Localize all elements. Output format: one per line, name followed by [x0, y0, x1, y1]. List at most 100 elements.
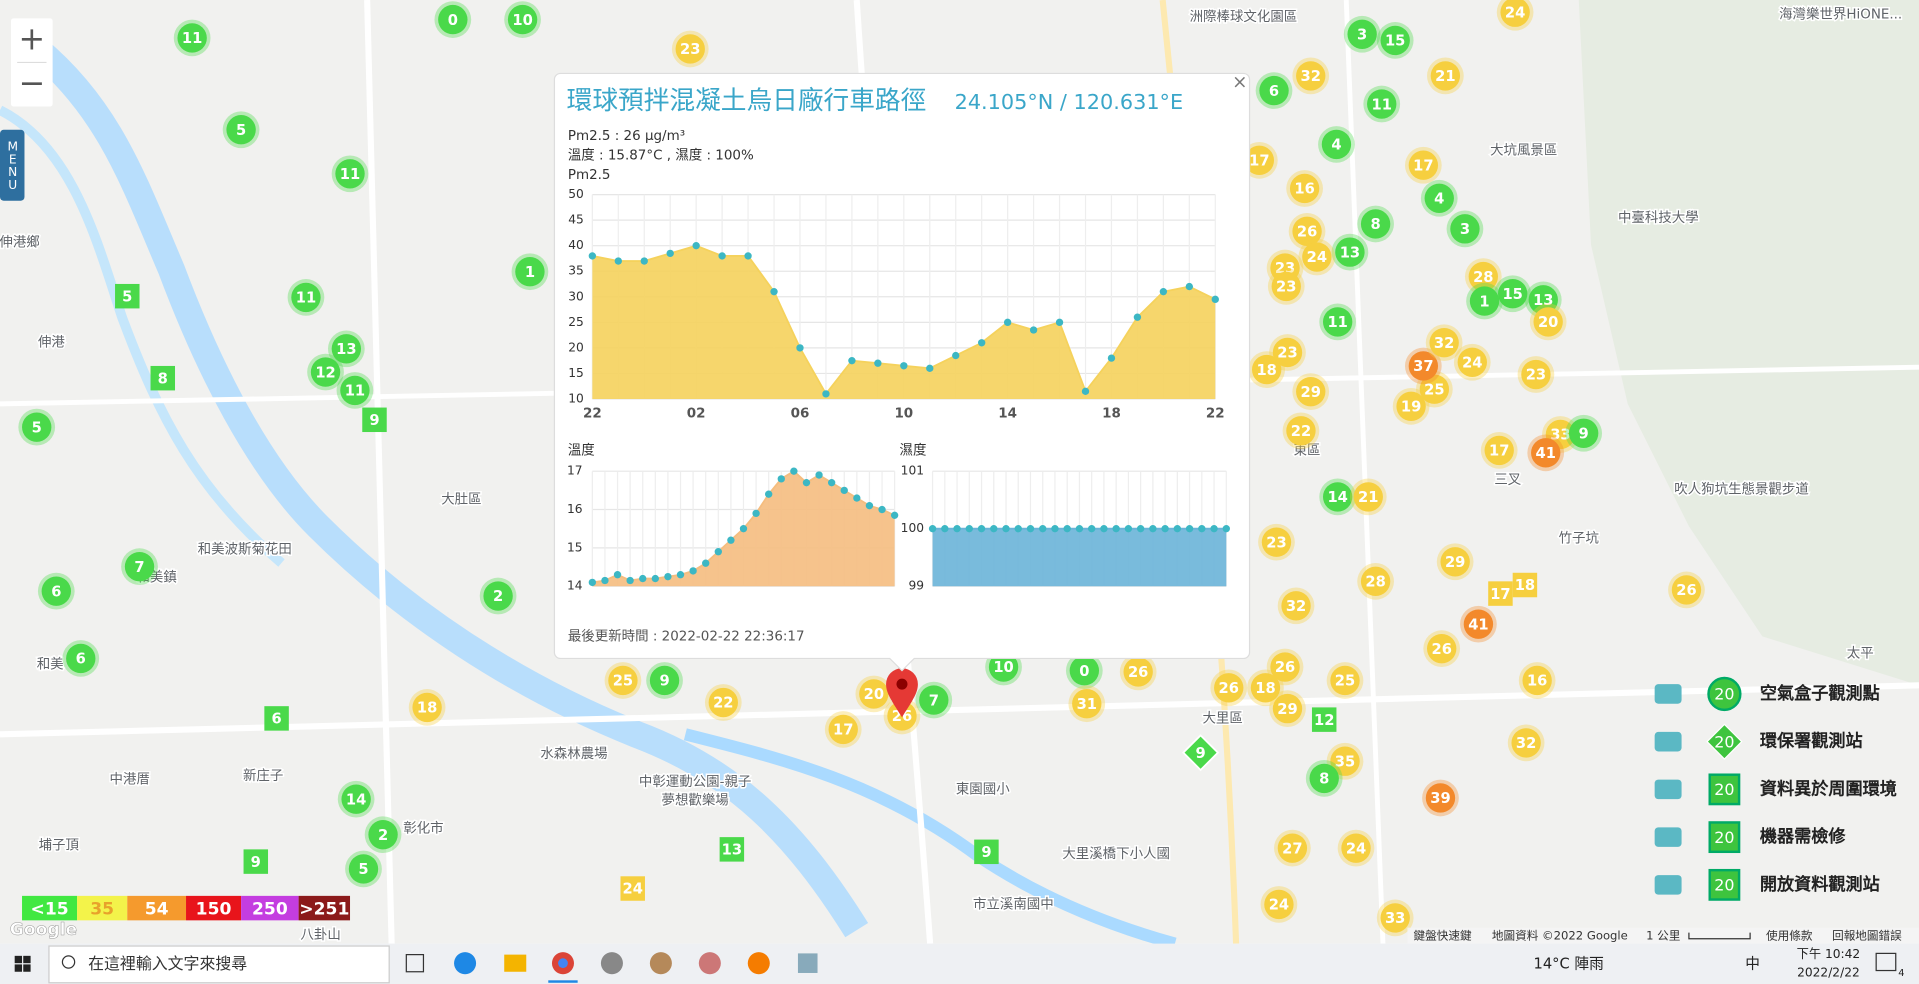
search-box[interactable] — [48, 945, 390, 984]
station-marker[interactable]: 17 — [1480, 432, 1518, 469]
station-marker[interactable]: 24 — [1496, 0, 1534, 31]
station-marker[interactable]: 28 — [1464, 258, 1502, 295]
station-marker[interactable]: 9 — [1181, 734, 1220, 772]
station-marker[interactable]: 8 — [1305, 760, 1343, 797]
station-marker[interactable]: 26 — [1288, 212, 1326, 250]
station-marker[interactable]: 11 — [1319, 303, 1357, 341]
station-marker[interactable]: 9 — [243, 849, 269, 874]
station-marker[interactable]: 13 — [327, 330, 365, 368]
station-marker[interactable]: 1 — [1466, 282, 1503, 320]
menu-label[interactable]: MENU — [6, 140, 20, 191]
station-marker[interactable]: 16 — [1286, 170, 1323, 207]
station-marker[interactable]: 22 — [1282, 412, 1320, 450]
clock-time[interactable]: 下午 10:42 — [1797, 947, 1861, 961]
station-marker[interactable]: 4 — [1318, 126, 1355, 163]
station-marker[interactable]: 5 — [18, 408, 56, 446]
station-marker[interactable]: 6 — [1255, 72, 1293, 109]
station-marker[interactable]: 26 — [1668, 571, 1705, 609]
clock-date[interactable]: 2022/2/22 — [1797, 965, 1860, 979]
station-marker[interactable]: 23 — [1269, 334, 1306, 371]
footer-link[interactable]: 1 公里 — [1646, 929, 1680, 943]
station-marker[interactable]: 39 — [1422, 779, 1459, 817]
station-marker[interactable]: 24 — [1260, 886, 1298, 923]
station-marker[interactable]: 12 — [307, 353, 344, 391]
zoom-out[interactable]: − — [18, 63, 45, 101]
station-marker[interactable]: 12 — [1311, 707, 1337, 732]
station-marker[interactable]: 5 — [115, 283, 140, 309]
station-marker[interactable]: 15 — [1376, 22, 1414, 59]
station-marker[interactable]: 21 — [1349, 478, 1387, 516]
station-marker[interactable]: 23 — [1517, 356, 1555, 393]
zoom-in[interactable]: + — [18, 19, 45, 57]
station-marker[interactable]: 20 — [855, 675, 893, 713]
station-marker[interactable]: 10 — [504, 1, 541, 38]
station-marker[interactable]: 24 — [1453, 343, 1491, 381]
station-marker[interactable]: 32 — [1292, 57, 1330, 95]
station-marker[interactable]: 9 — [1565, 414, 1603, 452]
footer-link[interactable]: 鍵盤快速鍵 — [1414, 929, 1472, 943]
station-marker[interactable]: 18 — [1512, 572, 1538, 598]
station-marker[interactable]: 3 — [1446, 210, 1484, 248]
station-marker[interactable]: 11 — [1363, 85, 1401, 123]
station-marker[interactable]: 37 — [1404, 347, 1442, 385]
start-button[interactable] — [14, 955, 31, 972]
station-marker[interactable]: 7 — [915, 681, 953, 719]
station-marker[interactable]: 14 — [1319, 478, 1357, 516]
station-marker[interactable]: 9 — [362, 407, 387, 433]
station-marker[interactable]: 23 — [671, 30, 709, 68]
station-marker[interactable]: 27 — [1274, 829, 1311, 867]
station-marker[interactable]: 8 — [1357, 205, 1394, 243]
station-marker[interactable]: 11 — [336, 372, 374, 409]
menu-button[interactable]: MENU — [0, 129, 25, 201]
station-marker[interactable]: 6 — [264, 706, 289, 731]
station-marker[interactable]: 18 — [1248, 351, 1286, 388]
station-marker[interactable]: 18 — [1247, 669, 1284, 707]
ime[interactable]: 中 — [1745, 955, 1760, 972]
station-marker[interactable]: 23 — [1258, 523, 1295, 561]
station-marker[interactable]: 25 — [604, 662, 642, 699]
station-marker[interactable]: 3 — [1343, 15, 1381, 53]
station-marker[interactable]: 26 — [1119, 653, 1157, 691]
station-marker[interactable]: 13 — [1331, 233, 1369, 271]
station-marker[interactable]: 24 — [620, 876, 645, 901]
station-marker[interactable]: 4 — [1420, 179, 1458, 217]
station-marker[interactable]: 0 — [1065, 652, 1103, 690]
station-marker[interactable]: 24 — [1337, 829, 1375, 867]
station-marker[interactable]: 25 — [1326, 662, 1364, 699]
station-marker[interactable]: 26 — [1266, 648, 1304, 686]
station-marker[interactable]: 32 — [1425, 324, 1463, 362]
station-marker[interactable]: 24 — [1298, 238, 1336, 276]
station-marker[interactable]: 33 — [1376, 899, 1414, 937]
station-marker[interactable]: 6 — [37, 572, 75, 610]
station-marker[interactable]: 17 — [1404, 146, 1442, 184]
station-marker[interactable]: 6 — [62, 640, 100, 677]
station-marker[interactable]: 16 — [1518, 662, 1556, 699]
station-marker[interactable]: 19 — [1392, 387, 1430, 425]
search-text[interactable]: 在這裡輸入文字來搜尋 — [88, 954, 247, 973]
station-marker[interactable]: 11 — [331, 155, 369, 193]
station-marker[interactable]: 1 — [511, 253, 549, 291]
footer-link[interactable]: 地圖資料 ©2022 Google — [1492, 929, 1628, 943]
station-marker[interactable]: 11 — [287, 279, 325, 316]
station-marker[interactable]: 41 — [1460, 605, 1497, 643]
station-marker[interactable]: 2 — [479, 577, 517, 615]
station-marker[interactable]: 15 — [1494, 275, 1532, 313]
station-marker[interactable]: 2 — [364, 816, 402, 854]
station-marker[interactable]: 41 — [1527, 434, 1565, 472]
station-marker[interactable]: 23 — [1267, 268, 1305, 305]
station-marker[interactable]: 22 — [704, 684, 742, 721]
station-marker[interactable]: 26 — [1423, 630, 1461, 668]
footer-link[interactable]: 使用條款 — [1766, 929, 1813, 943]
station-marker[interactable]: 8 — [150, 365, 176, 391]
station-marker[interactable]: 32 — [1277, 587, 1315, 625]
station-marker[interactable]: 0 — [434, 1, 472, 38]
station-marker[interactable]: 9 — [646, 662, 683, 699]
station-marker[interactable]: 28 — [1357, 562, 1394, 600]
station-marker[interactable]: 13 — [719, 837, 745, 862]
station-marker[interactable]: 17 — [1488, 581, 1513, 606]
station-marker[interactable]: 5 — [345, 850, 382, 888]
taskbar-apps[interactable] — [405, 952, 818, 983]
station-marker[interactable]: 18 — [408, 689, 446, 726]
station-marker[interactable]: 14 — [337, 780, 375, 818]
station-marker[interactable]: 29 — [1269, 690, 1306, 727]
